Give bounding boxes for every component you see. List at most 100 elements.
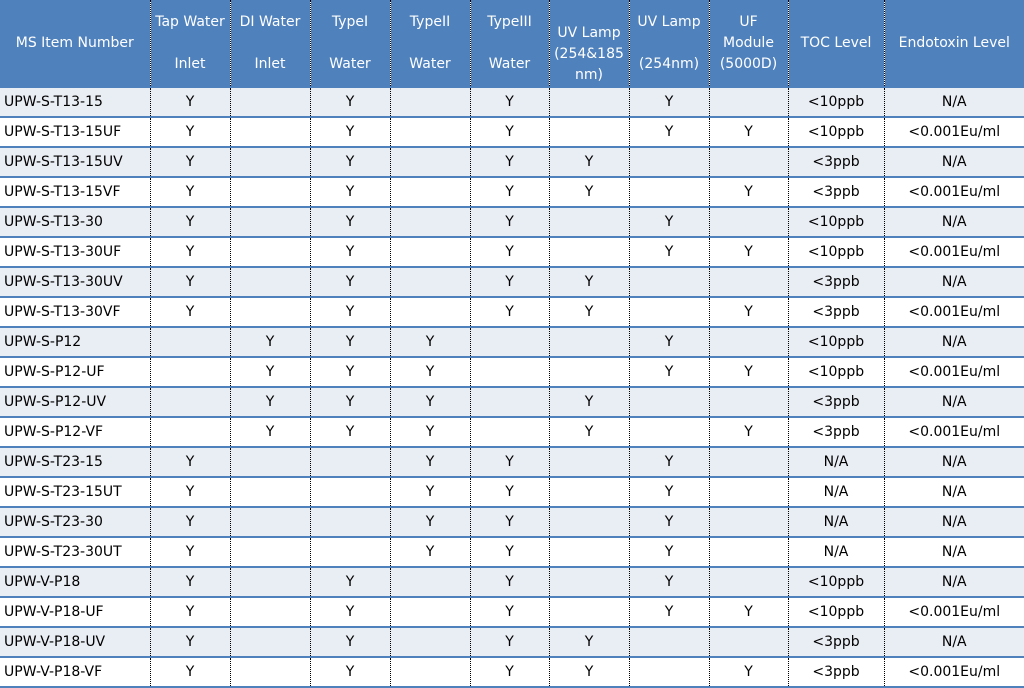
column-header-line: Water	[409, 55, 451, 72]
header-spacer	[471, 33, 549, 54]
column-header-line: Tap Water	[155, 13, 225, 30]
table-cell	[708, 507, 788, 538]
table-cell: Y	[469, 207, 549, 238]
table-cell: Y	[149, 537, 230, 568]
table-cell: Y	[548, 297, 629, 328]
table-cell: N/A	[883, 567, 1024, 598]
table-cell: Y	[149, 657, 230, 688]
table-cell	[708, 477, 788, 508]
table-cell: N/A	[787, 477, 884, 508]
table-cell: Y	[309, 387, 390, 418]
table-cell: <0.001Eu/ml	[883, 597, 1024, 628]
table-cell	[548, 237, 629, 268]
table-cell: Y	[309, 87, 390, 118]
table-cell	[309, 477, 390, 508]
table-cell: Y	[628, 87, 709, 118]
table-cell: Y	[469, 597, 549, 628]
header-spacer	[311, 33, 390, 54]
table-cell: Y	[149, 117, 230, 148]
table-cell: Y	[149, 597, 230, 628]
column-header: Endotoxin Level	[883, 0, 1024, 88]
table-cell: Y	[708, 357, 788, 388]
table-cell	[628, 297, 709, 328]
table-cell: Y	[149, 567, 230, 598]
table-cell	[229, 537, 310, 568]
table-row: UPW-S-T13-15 Y Y Y Y <10ppb N/A	[0, 87, 1024, 118]
column-header-line: TypeII	[409, 13, 451, 30]
table-cell: Y	[548, 417, 629, 448]
table-cell	[229, 207, 310, 238]
table-cell: Y	[389, 447, 470, 478]
table-cell: N/A	[787, 507, 884, 538]
table-cell: Y	[149, 507, 230, 538]
table-cell: Y	[708, 597, 788, 628]
table-cell	[149, 417, 230, 448]
table-cell	[548, 447, 629, 478]
table-cell	[229, 627, 310, 658]
table-cell: N/A	[883, 87, 1024, 118]
table-cell: Y	[149, 87, 230, 118]
table-cell: Y	[708, 117, 788, 148]
table-cell: N/A	[883, 327, 1024, 358]
item-number-cell: UPW-S-T13-15	[0, 87, 150, 118]
column-header: TOC Level	[787, 0, 884, 88]
table-cell	[229, 597, 310, 628]
table-cell	[309, 507, 390, 538]
table-cell	[229, 147, 310, 178]
table-cell	[309, 537, 390, 568]
table-cell: <10ppb	[787, 327, 884, 358]
table-cell: Y	[309, 297, 390, 328]
table-cell: <0.001Eu/ml	[883, 117, 1024, 148]
table-cell: <3ppb	[787, 627, 884, 658]
column-header-line: (254nm)	[638, 55, 700, 72]
table-cell: Y	[389, 477, 470, 508]
table-cell: Y	[309, 207, 390, 238]
table-cell: Y	[309, 147, 390, 178]
table-cell: <0.001Eu/ml	[883, 657, 1024, 688]
item-number-cell: UPW-S-P12-UV	[0, 387, 150, 418]
column-header-line: (5000D)	[719, 55, 778, 72]
item-number-cell: UPW-S-T13-30UV	[0, 267, 150, 298]
table-cell: N/A	[883, 267, 1024, 298]
table-row: UPW-S-P12-VF Y Y Y Y Y <3ppb <0.001Eu/ml	[0, 417, 1024, 448]
table-cell: <3ppb	[787, 657, 884, 688]
table-cell: N/A	[883, 507, 1024, 538]
table-cell: Y	[469, 147, 549, 178]
table-cell: Y	[309, 627, 390, 658]
column-header-line: UV Lamp	[637, 13, 701, 30]
table-cell: Y	[309, 567, 390, 598]
table-cell: Y	[149, 447, 230, 478]
table-cell: N/A	[883, 147, 1024, 178]
table-row: UPW-V-P18-UF Y Y Y Y Y <10ppb <0.001Eu/ml	[0, 597, 1024, 628]
table-cell: Y	[469, 267, 549, 298]
table-cell	[548, 207, 629, 238]
table-cell: Y	[628, 237, 709, 268]
item-number-cell: UPW-S-T13-15UV	[0, 147, 150, 178]
table-cell: Y	[708, 237, 788, 268]
table-cell	[548, 357, 629, 388]
table-cell: Y	[309, 267, 390, 298]
table-cell: <3ppb	[787, 147, 884, 178]
table-cell	[149, 387, 230, 418]
table-cell: Y	[149, 297, 230, 328]
table-cell	[628, 177, 709, 208]
table-cell	[708, 327, 788, 358]
header-spacer	[151, 33, 230, 54]
table-cell	[389, 177, 470, 208]
table-cell	[229, 567, 310, 598]
table-cell	[708, 387, 788, 418]
table-cell: Y	[548, 147, 629, 178]
item-number-cell: UPW-S-P12-UF	[0, 357, 150, 388]
column-header: DI Water Inlet	[229, 0, 310, 88]
table-cell: Y	[708, 417, 788, 448]
table-cell	[389, 147, 470, 178]
table-cell	[708, 627, 788, 658]
table-cell: Y	[628, 537, 709, 568]
header-spacer	[391, 33, 470, 54]
table-cell	[708, 537, 788, 568]
table-cell	[708, 267, 788, 298]
table-cell: <0.001Eu/ml	[883, 417, 1024, 448]
table-cell: Y	[309, 657, 390, 688]
table-cell: Y	[229, 357, 310, 388]
table-cell: Y	[149, 147, 230, 178]
